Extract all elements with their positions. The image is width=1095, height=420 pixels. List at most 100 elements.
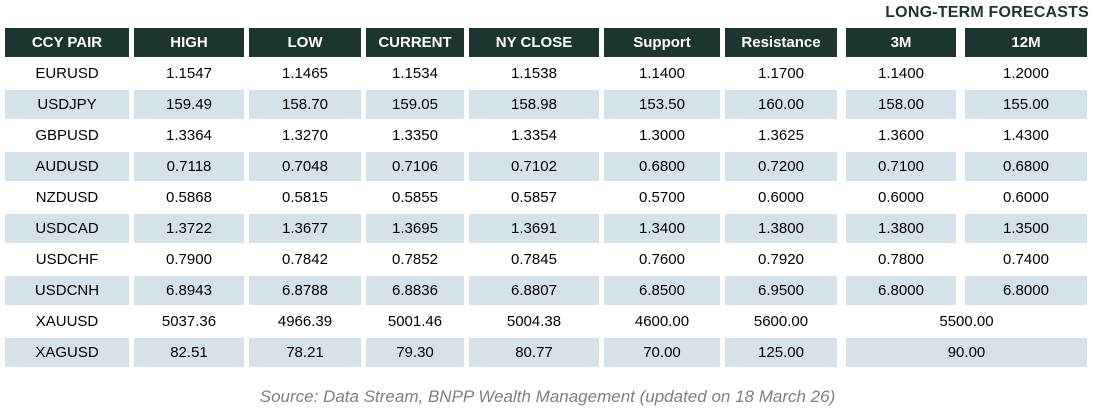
header-cell-high: HIGH [134, 28, 244, 57]
ccy-pair-cell: XAUUSD [5, 307, 129, 336]
source-caption: Source: Data Stream, BNPP Wealth Managem… [259, 387, 836, 406]
value-cell-12m: 155.00 [961, 90, 1087, 119]
ccy-pair-cell: USDJPY [5, 90, 129, 119]
value-cell-resistance: 6.9500 [725, 276, 837, 305]
value-cell-support: 70.00 [604, 338, 720, 367]
header-cell-3m: 3M [842, 28, 956, 57]
ccy-pair-cell: XAGUSD [5, 338, 129, 367]
header-cell-ny-close: NY CLOSE [469, 28, 599, 57]
value-cell-low: 0.7842 [249, 245, 361, 274]
value-cell-ny-close: 80.77 [469, 338, 599, 367]
value-cell-high: 0.7118 [134, 152, 244, 181]
table-row-usdjpy: USDJPY 159.49 158.70 159.05 158.98 153.50 160.… [5, 90, 1087, 119]
value-cell-high: 5037.36 [134, 307, 244, 336]
value-cell-low: 1.1465 [249, 59, 361, 88]
header-cell-support: Support [604, 28, 720, 57]
ccy-pair-cell: GBPUSD [5, 121, 129, 150]
value-cell-ny-close: 5004.38 [469, 307, 599, 336]
value-cell-high: 159.49 [134, 90, 244, 119]
table-row-usdchf: USDCHF 0.7900 0.7842 0.7852 0.7845 0.7600 0.79… [5, 245, 1087, 274]
value-cell-high: 6.8943 [134, 276, 244, 305]
value-cell-high: 0.5868 [134, 183, 244, 212]
ccy-pair-cell: EURUSD [5, 59, 129, 88]
value-cell-support: 1.1400 [604, 59, 720, 88]
table-body: EURUSD 1.1547 1.1465 1.1534 1.1538 1.1400 1.17… [5, 59, 1087, 367]
value-cell-12m: 0.7400 [961, 245, 1087, 274]
value-cell-resistance: 0.7200 [725, 152, 837, 181]
value-cell-resistance: 0.7920 [725, 245, 837, 274]
value-cell-current: 5001.46 [366, 307, 464, 336]
merged-forecast-cell: 5500.00 [842, 307, 1087, 336]
value-cell-current: 1.3695 [366, 214, 464, 243]
value-cell-3m: 6.8000 [842, 276, 956, 305]
value-cell-3m: 1.1400 [842, 59, 956, 88]
value-cell-current: 0.7106 [366, 152, 464, 181]
value-cell-low: 78.21 [249, 338, 361, 367]
header-cell-low: LOW [249, 28, 361, 57]
value-cell-current: 6.8836 [366, 276, 464, 305]
value-cell-resistance: 1.1700 [725, 59, 837, 88]
value-cell-ny-close: 0.5857 [469, 183, 599, 212]
value-cell-high: 82.51 [134, 338, 244, 367]
value-cell-12m: 1.4300 [961, 121, 1087, 150]
value-cell-ny-close: 158.98 [469, 90, 599, 119]
table-row-audusd: AUDUSD 0.7118 0.7048 0.7106 0.7102 0.6800 0.72… [5, 152, 1087, 181]
ccy-pair-cell: USDCNH [5, 276, 129, 305]
value-cell-12m: 0.6800 [961, 152, 1087, 181]
value-cell-support: 0.7600 [604, 245, 720, 274]
value-cell-low: 1.3677 [249, 214, 361, 243]
value-cell-3m: 0.6000 [842, 183, 956, 212]
fx-forecast-table: CCY PAIR HIGH LOW CURRENT NY CLOSE Support Res… [0, 26, 1092, 369]
value-cell-resistance: 1.3800 [725, 214, 837, 243]
header-cell-12m: 12M [961, 28, 1087, 57]
value-cell-3m: 0.7100 [842, 152, 956, 181]
value-cell-current: 0.5855 [366, 183, 464, 212]
ccy-pair-cell: AUDUSD [5, 152, 129, 181]
value-cell-support: 153.50 [604, 90, 720, 119]
header-cell-resistance: Resistance [725, 28, 837, 57]
header-cell-current: CURRENT [366, 28, 464, 57]
value-cell-support: 6.8500 [604, 276, 720, 305]
value-cell-support: 4600.00 [604, 307, 720, 336]
value-cell-resistance: 125.00 [725, 338, 837, 367]
header-cell-ccy-pair: CCY PAIR [5, 28, 129, 57]
value-cell-resistance: 1.3625 [725, 121, 837, 150]
table-row-eurusd: EURUSD 1.1547 1.1465 1.1534 1.1538 1.1400 1.17… [5, 59, 1087, 88]
value-cell-support: 0.6800 [604, 152, 720, 181]
value-cell-high: 1.3722 [134, 214, 244, 243]
value-cell-12m: 6.8000 [961, 276, 1087, 305]
table-row-xagusd: XAGUSD 82.51 78.21 79.30 80.77 70.00 125.00 90.… [5, 338, 1087, 367]
table-row-gbpusd: GBPUSD 1.3364 1.3270 1.3350 1.3354 1.3000 1.36… [5, 121, 1087, 150]
value-cell-12m: 1.2000 [961, 59, 1087, 88]
value-cell-current: 1.3350 [366, 121, 464, 150]
value-cell-support: 0.5700 [604, 183, 720, 212]
header-row: CCY PAIR HIGH LOW CURRENT NY CLOSE Support Res… [5, 28, 1087, 57]
value-cell-resistance: 5600.00 [725, 307, 837, 336]
value-cell-high: 0.7900 [134, 245, 244, 274]
value-cell-3m: 0.7800 [842, 245, 956, 274]
long-term-forecasts-title: LONG-TERM FORECASTS [885, 4, 1089, 21]
value-cell-high: 1.1547 [134, 59, 244, 88]
value-cell-ny-close: 0.7845 [469, 245, 599, 274]
value-cell-3m: 158.00 [842, 90, 956, 119]
value-cell-high: 1.3364 [134, 121, 244, 150]
ccy-pair-cell: USDCAD [5, 214, 129, 243]
value-cell-ny-close: 1.3691 [469, 214, 599, 243]
value-cell-low: 0.7048 [249, 152, 361, 181]
value-cell-low: 1.3270 [249, 121, 361, 150]
value-cell-low: 0.5815 [249, 183, 361, 212]
table-row-nzdusd: NZDUSD 0.5868 0.5815 0.5855 0.5857 0.5700 0.60… [5, 183, 1087, 212]
value-cell-resistance: 160.00 [725, 90, 837, 119]
table-row-usdcad: USDCAD 1.3722 1.3677 1.3695 1.3691 1.3400 1.38… [5, 214, 1087, 243]
value-cell-12m: 0.6000 [961, 183, 1087, 212]
value-cell-ny-close: 0.7102 [469, 152, 599, 181]
value-cell-support: 1.3400 [604, 214, 720, 243]
value-cell-current: 79.30 [366, 338, 464, 367]
value-cell-ny-close: 1.3354 [469, 121, 599, 150]
value-cell-low: 6.8788 [249, 276, 361, 305]
value-cell-3m: 1.3600 [842, 121, 956, 150]
table-row-xauusd: XAUUSD 5037.36 4966.39 5001.46 5004.38 4600.0… [5, 307, 1087, 336]
value-cell-support: 1.3000 [604, 121, 720, 150]
value-cell-current: 1.1534 [366, 59, 464, 88]
